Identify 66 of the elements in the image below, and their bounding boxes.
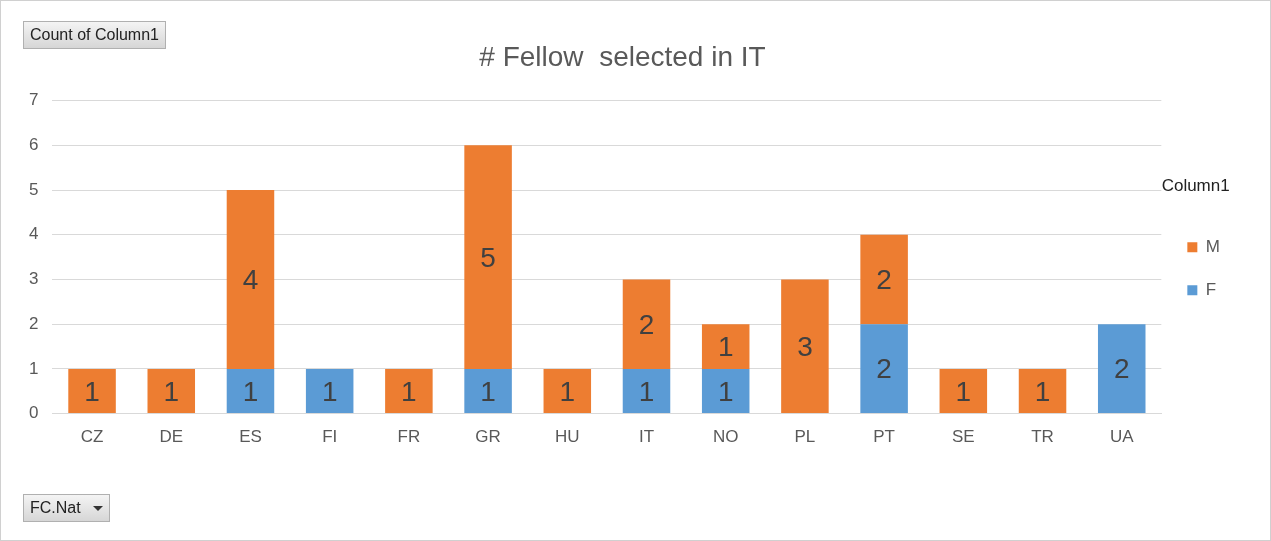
data-label: 1 <box>242 375 259 407</box>
legend-title: Column1 <box>1161 176 1230 196</box>
data-label: 1 <box>559 375 576 407</box>
data-label: 1 <box>163 375 180 407</box>
y-tick-label: 2 <box>28 313 39 333</box>
data-label: 1 <box>638 375 655 407</box>
chart-title: # Fellow selected in IT <box>479 40 766 72</box>
data-label: 2 <box>876 264 892 296</box>
data-label: 1 <box>717 331 734 363</box>
bar <box>1097 324 1146 414</box>
x-tick-label: GR <box>475 427 501 447</box>
data-label: 1 <box>955 375 972 407</box>
x-axis-title: FC.Nat <box>30 499 81 517</box>
bar <box>543 368 592 414</box>
data-label: 2 <box>876 353 892 385</box>
bar <box>860 324 908 414</box>
y-tick-label: 4 <box>28 224 39 244</box>
data-label: 1 <box>321 375 338 407</box>
data-label: 3 <box>797 331 813 362</box>
bar <box>385 368 433 414</box>
bar <box>147 368 196 414</box>
y-tick-label: 0 <box>28 403 39 423</box>
x-tick-label: HU <box>555 427 580 447</box>
bar <box>701 324 750 369</box>
data-label: 1 <box>480 375 496 407</box>
bar <box>939 368 988 414</box>
legend-label: M <box>1205 236 1221 256</box>
data-label: 1 <box>84 375 100 407</box>
y-axis-title: Count of Column1 <box>23 21 166 49</box>
x-tick-label: FI <box>322 427 338 447</box>
x-tick-label: IT <box>638 427 655 447</box>
data-label: 5 <box>480 241 496 273</box>
x-tick-label: ES <box>239 427 262 447</box>
x-tick-label: UA <box>1109 427 1135 447</box>
data-label: 4 <box>242 264 259 296</box>
x-tick-label: CZ <box>80 427 104 447</box>
bar <box>68 368 116 414</box>
bar <box>622 368 671 414</box>
y-tick-label: 7 <box>28 90 39 110</box>
y-tick-label: 5 <box>28 179 39 199</box>
data-label: 1 <box>1034 375 1051 407</box>
bar <box>464 145 512 369</box>
y-tick-label: 1 <box>28 358 39 378</box>
x-tick-label: DE <box>159 427 184 447</box>
x-tick-label: FR <box>397 427 421 447</box>
legend-label: F <box>1205 279 1217 299</box>
y-tick-label: 6 <box>28 135 39 154</box>
data-label: 1 <box>401 375 417 407</box>
bar <box>781 279 829 414</box>
bar <box>226 190 275 369</box>
y-tick-label: 3 <box>28 269 39 289</box>
data-label: 1 <box>717 375 734 407</box>
x-tick-label: TR <box>1031 427 1054 447</box>
bar <box>464 368 512 414</box>
x-tick-label: SE <box>951 427 975 447</box>
data-label: 2 <box>1113 353 1130 385</box>
bar <box>860 234 908 325</box>
bar <box>701 368 750 414</box>
data-label: 2 <box>638 308 655 340</box>
x-tick-label: NO <box>712 427 739 447</box>
x-tick-label: PL <box>794 427 816 447</box>
x-tick-label: PT <box>873 427 895 447</box>
bar <box>1018 368 1067 414</box>
bar <box>226 368 275 414</box>
bar <box>622 279 671 369</box>
bar <box>305 368 354 414</box>
